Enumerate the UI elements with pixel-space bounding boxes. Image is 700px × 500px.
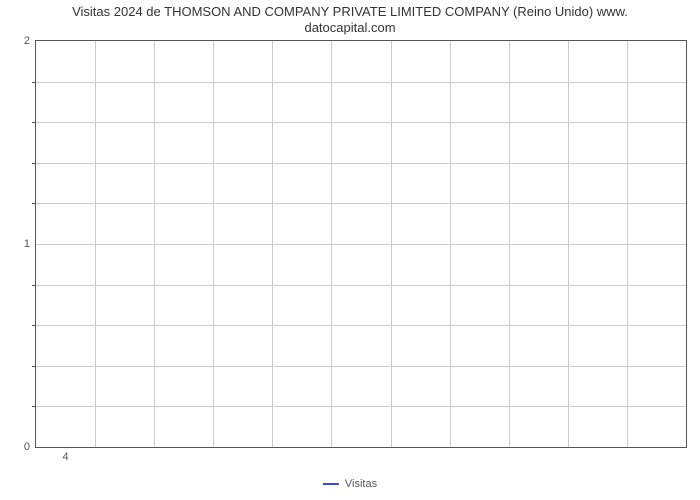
- gridline-h: [36, 244, 686, 245]
- gridline-h: [36, 203, 686, 204]
- y-tick-minor: [32, 82, 36, 83]
- chart-title-line1: Visitas 2024 de THOMSON AND COMPANY PRIV…: [72, 4, 628, 19]
- gridline-v: [627, 41, 628, 447]
- y-tick-label: 0: [24, 441, 30, 453]
- y-tick-minor: [32, 325, 36, 326]
- x-tick-label: 4: [63, 451, 69, 463]
- gridline-h: [36, 366, 686, 367]
- gridline-v: [272, 41, 273, 447]
- gridline-v: [213, 41, 214, 447]
- gridline-h: [36, 325, 686, 326]
- y-tick-label: 2: [24, 35, 30, 47]
- y-tick-minor: [32, 122, 36, 123]
- y-tick-minor: [32, 406, 36, 407]
- legend: Visitas: [323, 478, 377, 490]
- gridline-v: [154, 41, 155, 447]
- chart-title-line2: datocapital.com: [304, 20, 395, 35]
- y-tick-label: 1: [24, 238, 30, 250]
- gridline-v: [450, 41, 451, 447]
- chart-title: Visitas 2024 de THOMSON AND COMPANY PRIV…: [0, 4, 700, 37]
- y-tick-minor: [32, 366, 36, 367]
- gridline-v: [568, 41, 569, 447]
- gridline-h: [36, 163, 686, 164]
- gridline-h: [36, 82, 686, 83]
- legend-label: Visitas: [345, 478, 377, 490]
- gridline-v: [331, 41, 332, 447]
- gridline-h: [36, 122, 686, 123]
- gridline-v: [509, 41, 510, 447]
- y-tick-minor: [32, 285, 36, 286]
- plot-area: 0124: [35, 40, 687, 448]
- y-tick-minor: [32, 163, 36, 164]
- gridline-h: [36, 406, 686, 407]
- gridline-h: [36, 285, 686, 286]
- legend-swatch: [323, 483, 339, 485]
- gridline-v: [391, 41, 392, 447]
- gridline-v: [95, 41, 96, 447]
- y-tick-minor: [32, 203, 36, 204]
